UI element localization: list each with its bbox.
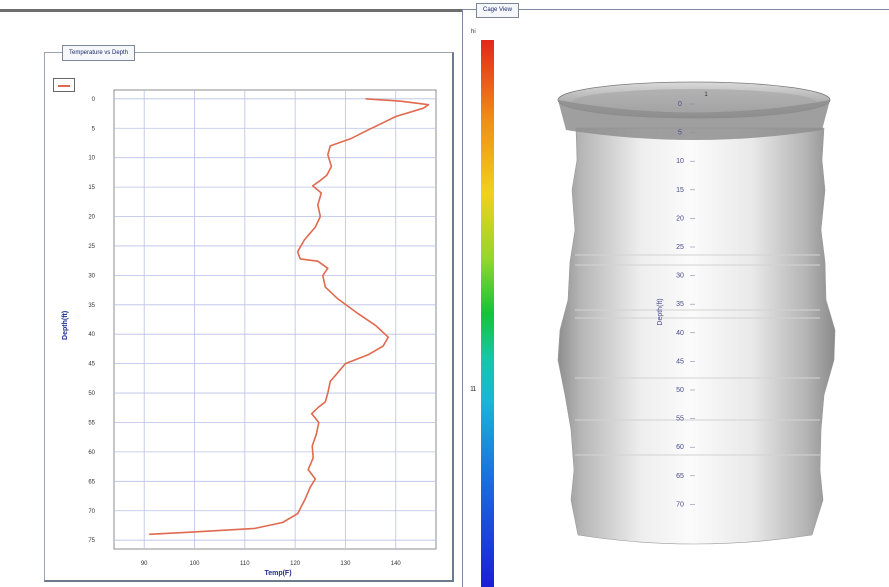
y-axis-title: Depth(ft) [62,311,69,340]
cage-depth-label: 15 [676,187,684,194]
cage-depth-label: 65 [676,473,684,480]
y-tick-label: 35 [88,303,95,309]
y-tick-label: 60 [88,450,95,456]
y-tick-label: 55 [88,420,95,426]
chart-legend [53,78,75,92]
cage-body [557,127,836,545]
cage-collar [558,100,830,140]
x-tick-label: 90 [141,561,148,567]
cage-depth-label: 25 [676,244,684,251]
y-tick-label: 45 [88,362,95,368]
cage-depth-label: 5 [678,130,682,137]
colorbar-top-label: hi [471,29,476,35]
x-tick-label: 130 [340,561,351,567]
x-tick-label: 100 [189,561,200,567]
cage-depth-label: 45 [676,358,684,365]
cage-depth-label: 40 [676,330,684,337]
y-tick-label: 50 [88,391,95,397]
y-tick-label: 0 [92,97,96,103]
y-tick-label: 15 [88,185,95,191]
top-separator [0,9,462,12]
cage-rim-inner [572,89,816,115]
y-tick-label: 70 [88,509,95,515]
colorbar-mid-label: 11 [470,386,476,393]
y-tick-label: 20 [88,215,95,221]
temperature-colorbar [481,40,494,587]
x-tick-label: 140 [391,561,402,567]
y-tick-label: 5 [92,126,96,132]
cage-depth-label: 10 [676,158,684,165]
cage-depth-label: 70 [676,501,684,508]
y-tick-label: 10 [88,156,95,162]
series-line-0 [149,98,430,536]
cage-depth-label: 50 [676,387,684,394]
cage-top-mark: 1 [704,92,708,98]
x-axis-title: Temp(F) [264,570,291,577]
x-tick-label: 120 [290,561,301,567]
cage-depth-label: 0 [678,101,682,108]
cage-depth-axis-label: Depth(ft) [657,298,664,325]
cage-depth-label: 55 [676,416,684,423]
legend-swatch [58,85,70,87]
y-tick-label: 25 [88,244,95,250]
cage-depth-label: 20 [676,215,684,222]
plot-area [113,89,437,550]
y-tick-label: 65 [88,479,95,485]
cage-view-tab[interactable]: Cage View [476,3,519,18]
chart-panel-tab[interactable]: Temperature vs Depth [62,45,136,61]
y-tick-label: 40 [88,332,95,338]
x-tick-label: 110 [240,561,250,567]
cage-depth-label: 35 [676,301,684,308]
cage-depth-label: 30 [676,273,684,280]
cage-depth-label: 60 [676,444,684,451]
y-tick-label: 30 [88,273,95,279]
y-tick-label: 75 [88,538,95,544]
